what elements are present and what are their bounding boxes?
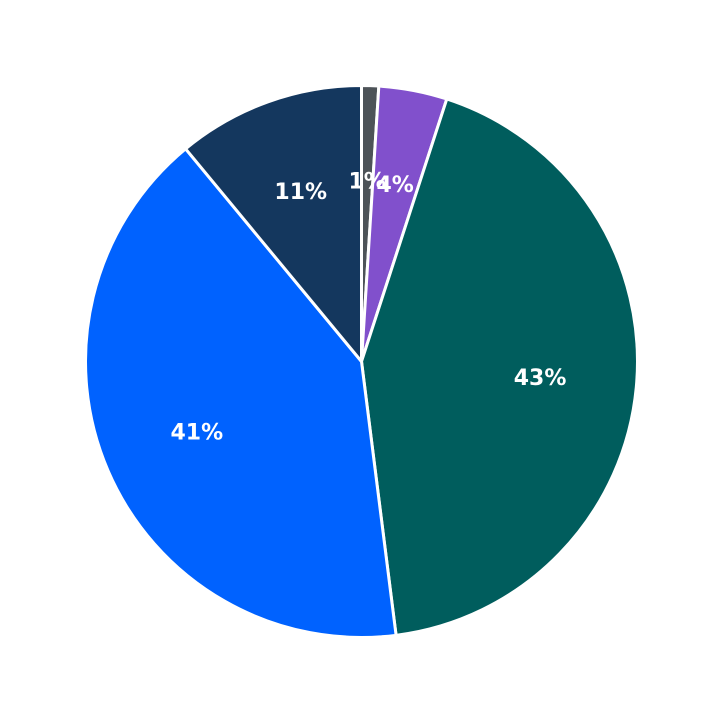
slice-label-3: 41% xyxy=(171,420,224,445)
slice-label-2: 43% xyxy=(514,366,567,391)
pie-labels: 1%4% 43% 41% 11% xyxy=(171,170,567,446)
pie-slices xyxy=(84,83,639,639)
pie-slice-2 xyxy=(360,97,639,637)
pie-slice-4 xyxy=(184,84,363,363)
slice-label-0: 1% xyxy=(348,170,385,195)
slice-label-4: 11% xyxy=(274,180,327,205)
pie-slice-3 xyxy=(84,147,398,639)
slice-label-1: 4% xyxy=(376,173,413,198)
